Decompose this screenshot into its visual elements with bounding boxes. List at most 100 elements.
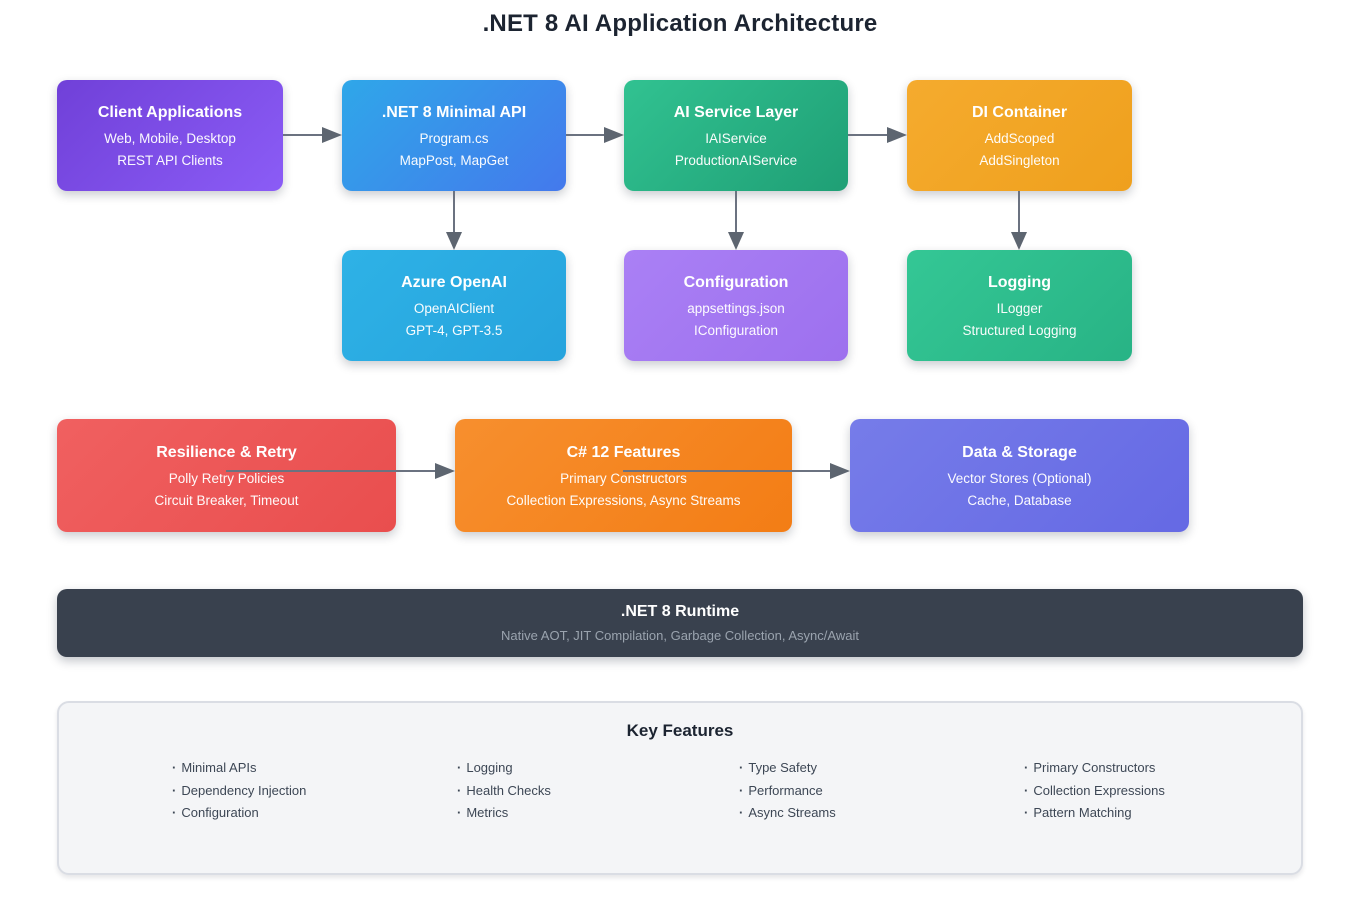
node-title: AI Service Layer: [673, 103, 799, 121]
node-line: Cache, Database: [967, 492, 1072, 508]
bullet-icon: ·: [739, 805, 744, 820]
arrow-shaft: [623, 469, 834, 472]
feature-label: Async Streams: [748, 805, 836, 820]
feature-item: · Metrics: [457, 802, 551, 825]
feature-label: Metrics: [466, 805, 509, 820]
bullet-icon: ·: [172, 782, 177, 798]
node-line: AddSingleton: [979, 152, 1060, 168]
feature-item: · Logging: [457, 757, 551, 780]
node-line: MapPost, MapGet: [399, 152, 509, 168]
arrow-shaft: [1017, 191, 1021, 233]
feature-item: · Configuration: [172, 802, 306, 825]
node-line: Circuit Breaker, Timeout: [154, 492, 299, 508]
node-line: Primary Constructors: [560, 470, 687, 486]
runtime-bar: .NET 8 Runtime Native AOT, JIT Compilati…: [57, 589, 1303, 657]
feature-item: · Dependency Injection: [172, 780, 306, 803]
node-line: IConfiguration: [693, 322, 779, 338]
feature-column: · Logging · Health Checks · Metrics: [457, 757, 551, 825]
bullet-icon: ·: [1024, 760, 1029, 775]
node-minimal-api: .NET 8 Minimal API Program.cs MapPost, M…: [342, 80, 566, 191]
arrow-shaft: [283, 133, 326, 136]
bullet-icon: ·: [1024, 782, 1029, 798]
node-line: Collection Expressions, Async Streams: [506, 492, 741, 508]
node-title: Data & Storage: [962, 443, 1077, 461]
node-content: .NET 8 Minimal API Program.cs MapPost, M…: [342, 104, 566, 168]
node-di-container: DI Container AddScoped AddSingleton: [907, 80, 1132, 191]
arrow-head-icon: [830, 463, 850, 479]
bullet-icon: ·: [739, 782, 744, 798]
feature-item: · Collection Expressions: [1024, 780, 1165, 803]
arrow-head-icon: [1011, 232, 1027, 250]
feature-column: · Primary Constructors · Collection Expres…: [1024, 757, 1165, 825]
node-title: Resilience & Retry: [156, 443, 297, 461]
bullet-icon: ·: [457, 760, 462, 775]
node-line: appsettings.json: [687, 300, 785, 316]
feature-label: Logging: [466, 760, 513, 775]
arrow-down-icon: [446, 191, 462, 250]
arrow-shaft: [566, 133, 608, 136]
arrow-right-icon: [226, 463, 455, 479]
node-content: Configuration appsettings.json IConfigur…: [624, 274, 848, 338]
node-line: ProductionAIService: [674, 152, 798, 168]
node-line: Vector Stores (Optional): [947, 470, 1092, 486]
arrow-head-icon: [322, 127, 342, 143]
feature-item: · Minimal APIs: [172, 757, 306, 780]
arrow-shaft: [848, 133, 891, 136]
node-client-applications: Client Applications Web, Mobile, Desktop…: [57, 80, 283, 191]
node-line: Web, Mobile, Desktop: [104, 130, 236, 146]
feature-label: Collection Expressions: [1033, 782, 1165, 798]
node-content: AI Service Layer IAIService ProductionAI…: [624, 104, 848, 168]
bullet-icon: ·: [457, 805, 462, 820]
feature-item: · Pattern Matching: [1024, 802, 1165, 825]
feature-column: · Minimal APIs · Dependency Injection · Con…: [172, 757, 306, 825]
feature-label: Minimal APIs: [181, 760, 257, 775]
feature-label: Dependency Injection: [181, 782, 307, 798]
node-content: Data & Storage Vector Stores (Optional) …: [850, 444, 1189, 508]
feature-label: Health Checks: [466, 782, 551, 798]
arrow-shaft: [226, 469, 439, 472]
node-resilience-retry: Resilience & Retry Polly Retry Policies …: [57, 419, 396, 532]
node-content: Resilience & Retry Polly Retry Policies …: [57, 444, 396, 508]
node-title: .NET 8 Minimal API: [381, 103, 527, 121]
node-content: C# 12 Features Primary Constructors Coll…: [455, 444, 792, 508]
runtime-subtitle: Native AOT, JIT Compilation, Garbage Col…: [501, 628, 859, 643]
arrow-head-icon: [435, 463, 455, 479]
arrow-right-icon: [566, 127, 624, 143]
arrow-right-icon: [283, 127, 342, 143]
node-csharp-12-features: C# 12 Features Primary Constructors Coll…: [455, 419, 792, 532]
arrow-right-icon: [623, 463, 850, 479]
feature-label: Primary Constructors: [1033, 760, 1156, 775]
node-line: Program.cs: [419, 130, 489, 146]
bullet-icon: ·: [172, 805, 177, 820]
node-content: Client Applications Web, Mobile, Desktop…: [57, 104, 283, 168]
bullet-icon: ·: [739, 760, 744, 775]
node-content: Azure OpenAI OpenAIClient GPT-4, GPT-3.5: [342, 274, 566, 338]
node-title: Azure OpenAI: [401, 273, 507, 291]
node-title: DI Container: [971, 103, 1068, 121]
node-line: Structured Logging: [962, 322, 1077, 338]
runtime-title: .NET 8 Runtime: [620, 603, 740, 620]
node-line: REST API Clients: [117, 152, 223, 168]
arrow-head-icon: [446, 232, 462, 250]
node-line: AddScoped: [984, 130, 1055, 146]
bullet-icon: ·: [1024, 805, 1029, 820]
arrow-head-icon: [728, 232, 744, 250]
node-title: Client Applications: [97, 103, 243, 121]
bullet-icon: ·: [172, 760, 177, 775]
node-configuration: Configuration appsettings.json IConfigur…: [624, 250, 848, 361]
feature-label: Type Safety: [748, 760, 817, 775]
node-ai-service-layer: AI Service Layer IAIService ProductionAI…: [624, 80, 848, 191]
arrow-down-icon: [1011, 191, 1027, 250]
feature-label: Pattern Matching: [1033, 805, 1132, 820]
feature-item: · Performance: [739, 780, 836, 803]
node-title: C# 12 Features: [566, 443, 681, 461]
bullet-icon: ·: [457, 782, 462, 798]
node-line: ILogger: [996, 300, 1043, 316]
node-line: IAIService: [705, 130, 767, 146]
node-azure-openai: Azure OpenAI OpenAIClient GPT-4, GPT-3.5: [342, 250, 566, 361]
page-title: .NET 8 AI Application Architecture: [482, 10, 878, 37]
node-line: GPT-4, GPT-3.5: [405, 322, 503, 338]
arrow-right-icon: [848, 127, 907, 143]
arrow-down-icon: [728, 191, 744, 250]
